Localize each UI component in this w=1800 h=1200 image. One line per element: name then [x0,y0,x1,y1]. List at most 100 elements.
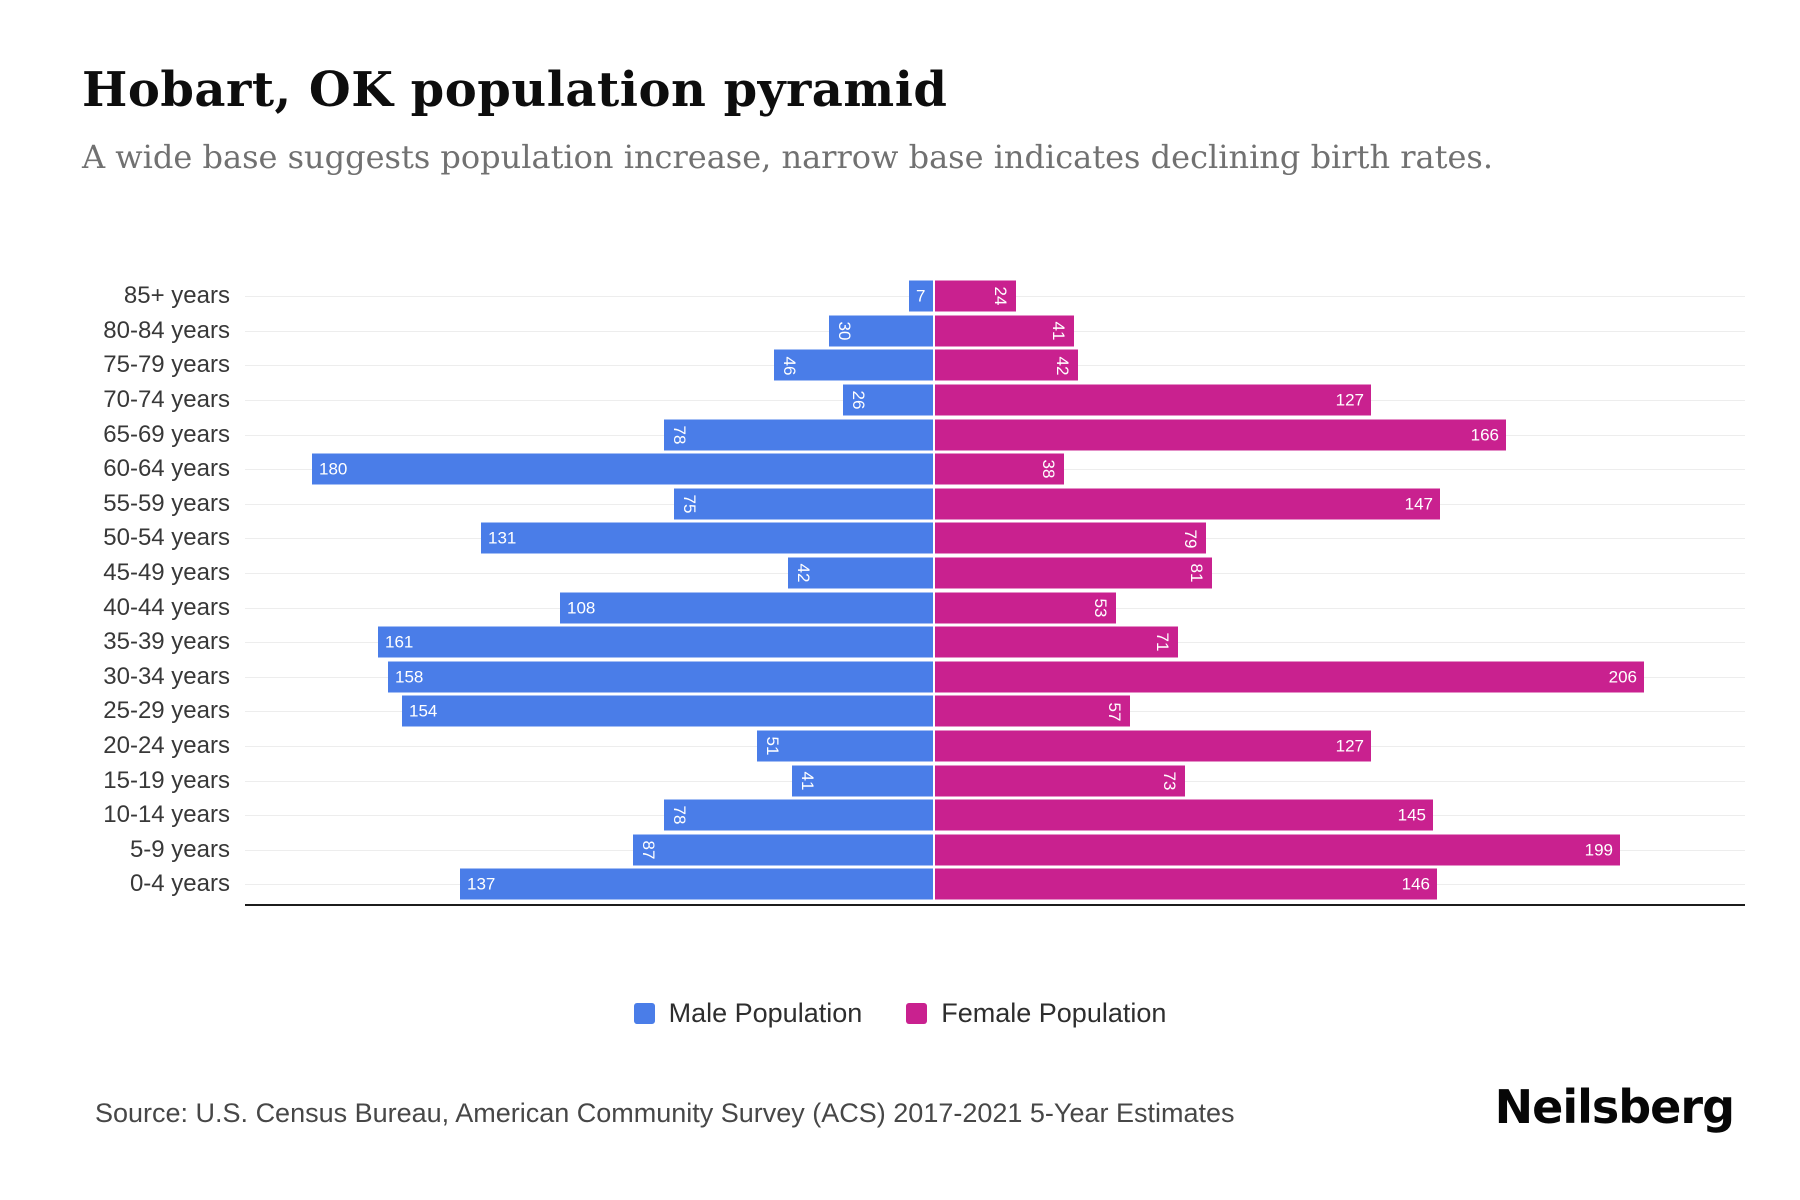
pyramid-row: 40-44 years 108 53 [0,590,1800,625]
male-bar: 26 [843,384,933,416]
female-bar-value: 127 [1335,390,1364,410]
female-bar: 79 [933,522,1206,554]
female-bar-value: 146 [1401,874,1430,894]
male-bar: 161 [378,626,933,658]
female-bar-value: 199 [1584,840,1613,860]
male-bar-value: 78 [670,425,689,445]
page-title: Hobart, OK population pyramid [82,62,948,118]
pyramid-row: 65-69 years 78 166 [0,417,1800,452]
pyramid-row: 35-39 years 161 71 [0,625,1800,660]
male-bar-value: 78 [670,805,689,825]
female-bar-value: 147 [1404,494,1433,514]
population-pyramid-chart: 85+ years 7 24 80-84 years 30 41 75-79 years 46… [0,279,1800,906]
female-bar: 145 [933,799,1433,831]
pyramid-row: 15-19 years 41 73 [0,763,1800,798]
female-bar-value: 127 [1335,736,1364,756]
age-group-label: 0-4 years [129,870,230,898]
age-group-label: 60-64 years [103,455,230,483]
male-bar-value: 41 [798,771,817,791]
female-bar: 127 [933,730,1371,762]
age-group-label: 30-34 years [103,662,230,690]
female-bar-value: 166 [1470,425,1499,445]
legend-label-female: Female Population [941,998,1167,1028]
male-bar-value: 131 [488,528,517,548]
pyramid-row: 70-74 years 26 127 [0,383,1800,418]
female-bar-value: 57 [1105,702,1124,721]
legend-item-male: Male Population [633,998,863,1029]
male-bar: 41 [792,765,933,797]
age-group-label: 75-79 years [103,351,230,379]
male-bar-value: 46 [780,356,799,375]
male-bar: 78 [664,799,933,831]
female-bar: 42 [933,349,1078,381]
female-bar-value: 53 [1091,598,1110,618]
legend-label-male: Male Population [668,998,863,1028]
pyramid-row: 85+ years 7 24 [0,279,1800,314]
female-bar-value: 71 [1153,632,1172,652]
pyramid-row: 50-54 years 131 79 [0,521,1800,556]
female-bar-value: 38 [1039,459,1058,479]
male-bar: 154 [402,695,933,727]
pyramid-row: 25-29 years 154 57 [0,694,1800,729]
age-group-label: 40-44 years [103,593,230,621]
x-axis-baseline [245,903,1745,906]
female-legend-swatch-icon [906,1003,928,1024]
female-bar: 24 [933,280,1016,312]
male-bar-value: 51 [763,736,782,756]
male-bar-value: 7 [916,286,926,306]
pyramid-row: 5-9 years 87 199 [0,833,1800,868]
male-bar-value: 42 [794,563,813,583]
female-bar-value: 145 [1397,805,1426,825]
age-group-label: 65-69 years [103,420,230,448]
female-bar: 199 [933,834,1620,866]
male-bar: 108 [560,592,933,624]
female-bar: 73 [933,765,1185,797]
female-bar-value: 24 [991,286,1010,306]
male-bar: 78 [664,419,933,451]
pyramid-row: 45-49 years 42 81 [0,556,1800,591]
pyramid-row: 20-24 years 51 127 [0,729,1800,764]
female-bar: 38 [933,453,1064,485]
age-group-label: 10-14 years [103,801,230,829]
female-bar-value: 42 [1053,356,1072,375]
male-bar: 30 [829,315,933,347]
pyramid-row: 75-79 years 46 42 [0,348,1800,383]
age-group-label: 25-29 years [103,697,230,725]
legend-item-female: Female Population [906,998,1166,1029]
male-bar-value: 75 [680,494,699,514]
pyramid-row: 55-59 years 75 147 [0,487,1800,522]
male-bar-value: 108 [567,598,596,618]
age-group-label: 85+ years [123,282,230,310]
female-bar: 166 [933,419,1506,451]
female-bar: 127 [933,384,1371,416]
source-attribution: Source: U.S. Census Bureau, American Com… [95,1098,1235,1128]
male-bar: 75 [674,488,933,520]
male-bar: 87 [633,834,933,866]
male-bar-value: 154 [409,701,438,721]
age-group-label: 5-9 years [129,835,230,863]
male-bar: 158 [388,661,933,693]
male-bar: 51 [757,730,933,762]
pyramid-row: 30-34 years 158 206 [0,660,1800,695]
male-bar-value: 158 [395,667,424,687]
male-bar: 137 [460,868,933,900]
female-bar: 57 [933,695,1130,727]
age-group-label: 35-39 years [103,628,230,656]
female-bar: 146 [933,868,1437,900]
female-bar-value: 206 [1608,667,1637,687]
age-group-label: 15-19 years [103,766,230,794]
age-group-label: 70-74 years [103,386,230,414]
female-bar: 147 [933,488,1440,520]
pyramid-row: 10-14 years 78 145 [0,798,1800,833]
female-bar: 206 [933,661,1644,693]
male-bar-value: 30 [835,321,854,341]
male-bar-value: 161 [385,632,414,652]
male-bar: 7 [909,280,933,312]
male-bar: 180 [312,453,933,485]
male-bar-value: 87 [639,840,658,860]
page-subtitle: A wide base suggests population increase… [82,138,1493,176]
male-bar: 46 [774,349,933,381]
pyramid-row: 0-4 years 137 146 [0,867,1800,902]
male-bar-value: 137 [467,874,496,894]
age-group-label: 45-49 years [103,559,230,587]
